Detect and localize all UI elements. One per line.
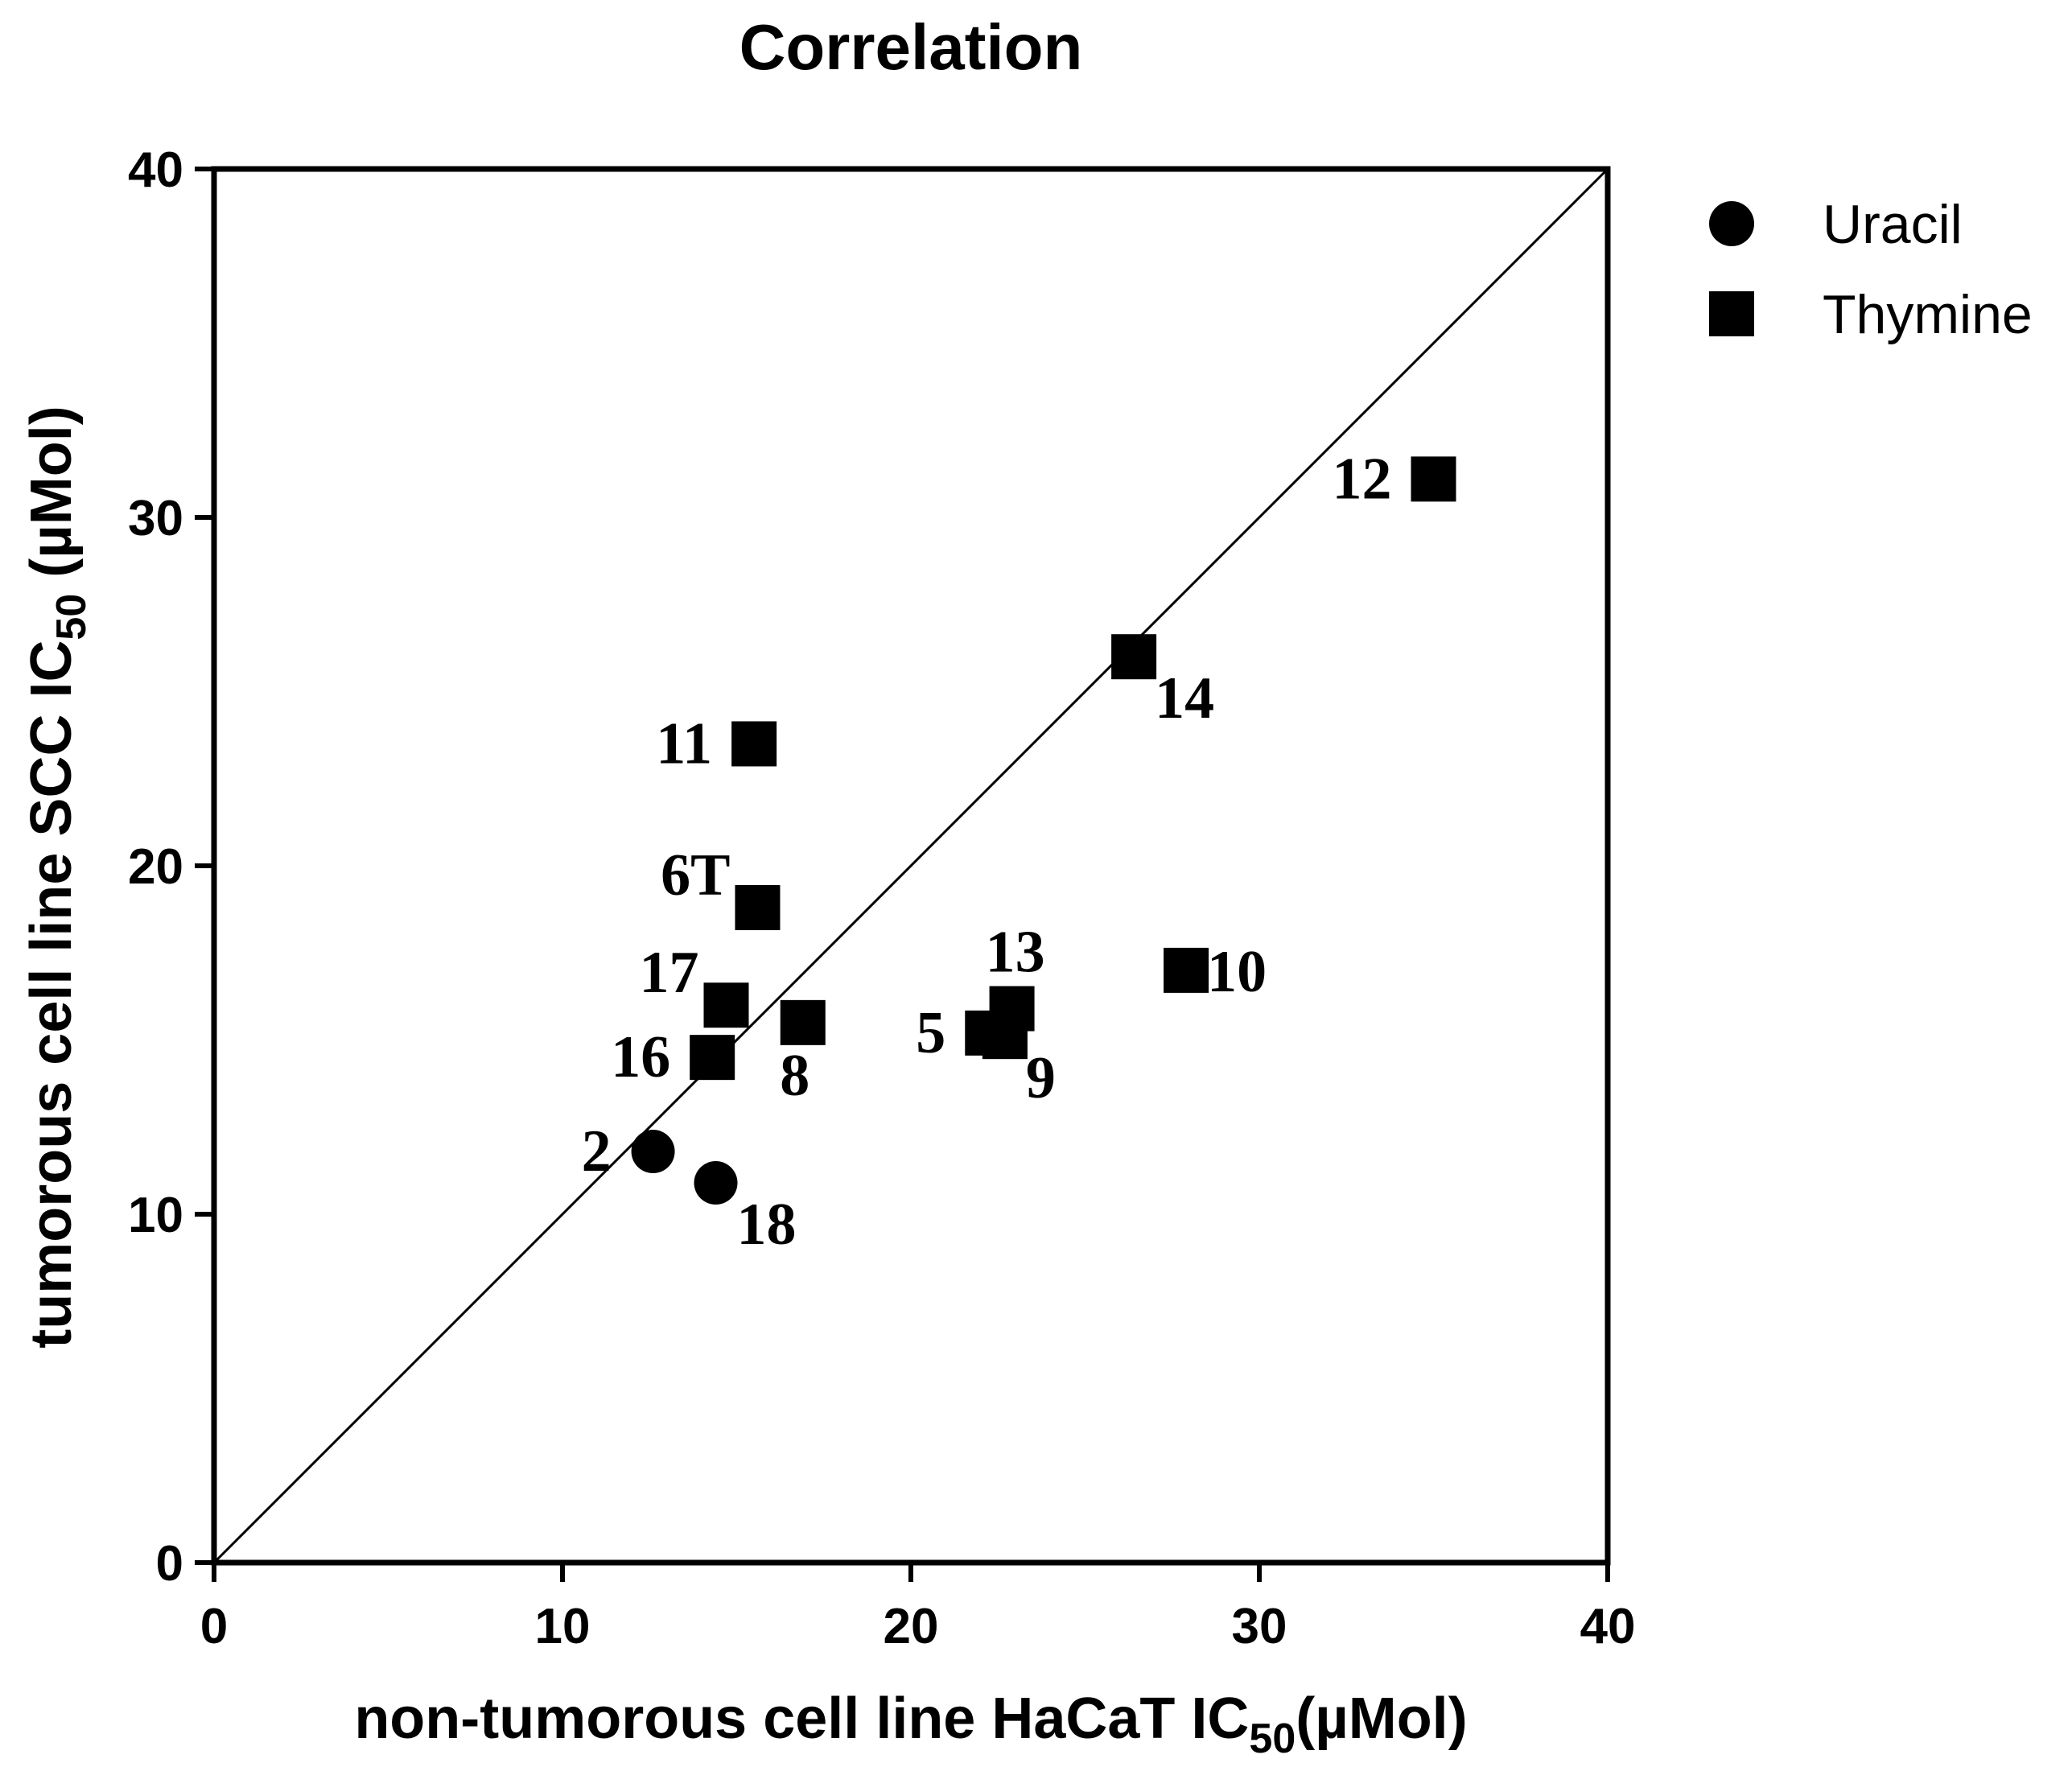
y-tick-label: 20 <box>128 839 183 895</box>
thymine-point <box>982 1014 1028 1060</box>
x-axis-label-subscript: 50 <box>1249 1716 1296 1762</box>
thymine-point <box>1411 456 1456 502</box>
data-points <box>631 456 1456 1205</box>
point-label: 16 <box>611 1024 670 1090</box>
point-label: 9 <box>1026 1045 1056 1111</box>
point-labels: 2 18 12 14 11 6T 17 16 8 13 5 9 10 <box>582 446 1392 1258</box>
legend-uracil-marker <box>1709 201 1754 246</box>
legend-label-uracil: Uracil <box>1823 194 1963 255</box>
x-tick-label: 40 <box>1580 1599 1636 1654</box>
y-axis-label: tumorous cell line SCC IC50 (µMol) <box>19 406 95 1348</box>
thymine-point <box>1111 634 1157 680</box>
chart-title: Correlation <box>739 11 1083 83</box>
point-label: 11 <box>656 711 712 776</box>
legend-thymine-marker <box>1709 291 1754 336</box>
point-label: 10 <box>1207 939 1267 1005</box>
uracil-point <box>631 1130 675 1174</box>
legend: Uracil Thymine <box>1709 194 2033 345</box>
point-label: 2 <box>582 1118 612 1184</box>
x-axis-label: non-tumorous cell line HaCaT IC50(µMol) <box>354 1687 1467 1762</box>
point-label: 5 <box>916 1000 945 1066</box>
thymine-point <box>731 721 777 767</box>
point-label: 18 <box>737 1192 797 1258</box>
identity-line <box>212 167 1609 1564</box>
x-tick-label: 10 <box>535 1599 591 1654</box>
thymine-point <box>703 982 749 1028</box>
y-axis-label-main: tumorous cell line SCC IC <box>19 640 84 1349</box>
point-label: 12 <box>1333 446 1392 512</box>
x-tick-label: 0 <box>200 1599 228 1654</box>
x-axis-label-unit: (µMol) <box>1296 1687 1467 1751</box>
uracil-point <box>694 1161 738 1205</box>
axis-ticks: 0 10 20 30 40 0 10 20 30 40 <box>128 142 1635 1654</box>
point-label: 14 <box>1155 665 1214 731</box>
point-label: 8 <box>780 1043 809 1109</box>
y-axis-label-unit: (µMol) <box>19 406 84 593</box>
point-label: 6T <box>661 842 730 908</box>
y-tick-label: 10 <box>128 1188 183 1243</box>
y-tick-label: 0 <box>156 1536 183 1592</box>
thymine-point <box>690 1035 735 1081</box>
thymine-point <box>1164 947 1209 993</box>
y-tick-label: 30 <box>128 491 183 546</box>
point-label: 13 <box>986 920 1045 986</box>
y-tick-label: 40 <box>128 142 183 198</box>
thymine-point <box>735 884 781 930</box>
point-label: 17 <box>640 940 699 1006</box>
identity-line-layer <box>212 167 1609 1564</box>
x-axis-label-main: non-tumorous cell line HaCaT IC <box>354 1687 1249 1751</box>
y-axis-label-subscript: 50 <box>48 594 95 640</box>
legend-label-thymine: Thymine <box>1823 284 2033 345</box>
x-tick-label: 20 <box>884 1599 939 1654</box>
x-tick-label: 30 <box>1232 1599 1287 1654</box>
thymine-point <box>780 999 826 1045</box>
